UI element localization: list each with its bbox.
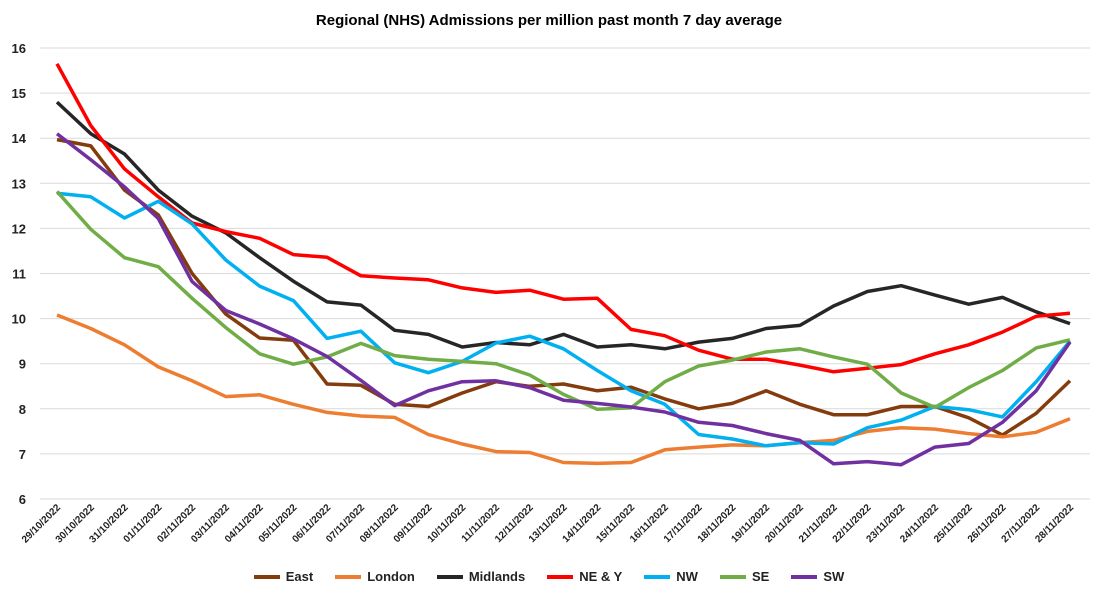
legend-label: Midlands [468, 569, 526, 584]
y-tick-label: 13 [12, 176, 26, 191]
y-tick-label: 6 [19, 492, 26, 507]
series-line-nw [56, 191, 1072, 448]
y-tick-label: 11 [12, 267, 26, 282]
legend-item: East [253, 569, 314, 584]
series-line-sw [55, 132, 1072, 467]
y-tick-label: 16 [12, 41, 26, 56]
series-line-london [56, 313, 1071, 466]
y-tick-label: 15 [12, 86, 26, 101]
y-tick-label: 8 [19, 402, 26, 417]
legend-swatch [436, 574, 463, 579]
legend-label: SW [823, 569, 845, 584]
y-tick-label: 12 [12, 221, 26, 236]
legend-swatch [791, 574, 818, 579]
legend-item: London [335, 569, 415, 584]
legend-item: Midlands [436, 569, 526, 584]
legend-swatch [335, 574, 362, 579]
legend-item: SE [719, 569, 770, 584]
chart-title: Regional (NHS) Admissions per million pa… [315, 12, 783, 29]
y-tick-label: 7 [19, 447, 26, 462]
legend-label: SE [751, 569, 770, 584]
series-line-east [56, 137, 1072, 437]
legend-swatch [719, 574, 746, 579]
legend-label: NE & Y [579, 569, 623, 584]
series-line-se [55, 190, 1071, 412]
y-tick-label: 9 [19, 357, 26, 372]
y-tick-label: 10 [12, 312, 26, 327]
legend-item: NE & Y [547, 569, 622, 584]
y-tick-label: 14 [12, 131, 27, 146]
legend-label: London [367, 569, 415, 584]
legend: East London Midlands NE & Y NW SE SW [0, 569, 1098, 584]
legend-item: SW [791, 569, 844, 584]
legend-label: NW [676, 569, 698, 584]
legend-label: East [285, 569, 314, 584]
legend-item: NW [644, 569, 698, 584]
legend-swatch [547, 574, 574, 579]
legend-swatch [253, 574, 280, 579]
legend-swatch [644, 574, 671, 579]
series-line-ne-y [55, 62, 1071, 374]
